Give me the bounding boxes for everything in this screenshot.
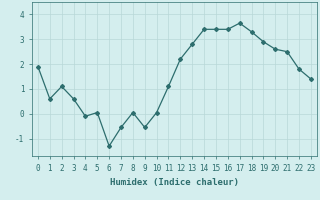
X-axis label: Humidex (Indice chaleur): Humidex (Indice chaleur) [110,178,239,187]
